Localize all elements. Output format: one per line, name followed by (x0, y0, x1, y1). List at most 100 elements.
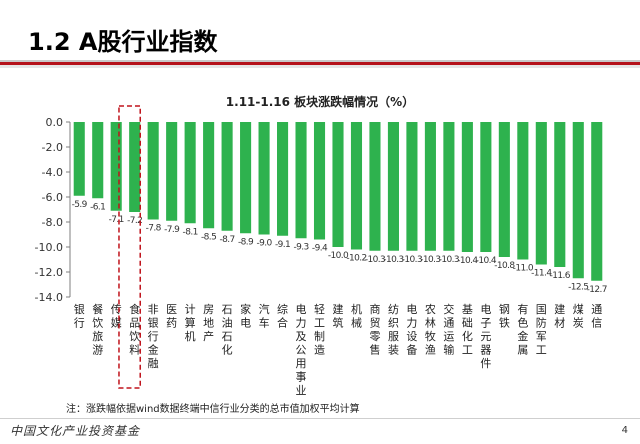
bar (332, 122, 344, 247)
x-tick-label: 交通运输 (443, 302, 454, 357)
x-tick-label: 建筑 (333, 302, 344, 330)
x-tick-label: 农林牧渔 (425, 302, 436, 357)
data-label: -10.0 (328, 251, 349, 261)
data-label: -11.0 (513, 264, 534, 274)
y-tick-label: -14.0 (35, 291, 63, 304)
data-label: -9.4 (312, 244, 328, 254)
bar (313, 122, 326, 240)
bar (369, 122, 381, 251)
x-tick-label: 建材 (554, 302, 565, 330)
data-label: -11.4 (531, 269, 552, 279)
data-label: -10.3 (402, 255, 422, 265)
data-label: -7.8 (146, 224, 162, 234)
x-tick-label: 轻工制造 (314, 302, 325, 357)
x-tick-label: 计算机 (185, 303, 196, 343)
fund-logo: 中国文化产业投资基金 (10, 424, 141, 438)
y-tick-label: -2.0 (42, 141, 63, 154)
footnote: 注：涨跌幅依据wind数据终端中信行业分类的总市值加权平均计算 (66, 404, 360, 415)
x-tick-label: 汽车 (259, 302, 270, 330)
y-tick-label: 0.0 (46, 116, 64, 129)
bar (350, 122, 363, 250)
bar (295, 122, 307, 239)
x-tick-label: 家电 (240, 302, 251, 330)
x-tick-label: 钢铁 (499, 303, 510, 330)
data-label: -8.1 (183, 227, 198, 237)
data-label: -10.3 (439, 255, 459, 265)
footer-divider (0, 418, 640, 419)
data-label: -8.9 (238, 237, 254, 247)
data-label: -10.2 (346, 254, 366, 264)
chart-title: 1.11-1.16 板块涨跌幅情况（%） (225, 95, 415, 109)
x-tick-label: 有色金属 (517, 302, 528, 357)
bar (591, 122, 603, 281)
x-tick-label: 机械 (351, 302, 362, 330)
bar (461, 122, 473, 252)
title-divider (0, 60, 640, 68)
x-tick-label: 医药 (166, 303, 177, 330)
page-title: 1.2 A股行业指数 (28, 28, 218, 56)
bar (258, 122, 270, 235)
bar (406, 122, 418, 251)
y-tick-label: -4.0 (42, 166, 63, 179)
bar (480, 122, 492, 252)
x-tick-label: 纺织服装 (388, 302, 399, 357)
y-tick-label: -6.0 (42, 191, 63, 204)
data-label: -8.7 (220, 235, 235, 245)
highlight-box (118, 105, 141, 389)
bar (240, 122, 252, 234)
x-tick-label: 电力设备 (406, 303, 417, 357)
bar (73, 122, 85, 196)
bar (184, 122, 196, 224)
data-label: -12.5 (568, 282, 588, 292)
data-label: -6.1 (90, 202, 105, 212)
x-tick-label: 食品饮料 (129, 302, 140, 357)
data-label: -10.4 (457, 256, 478, 266)
data-label: -7.2 (127, 216, 142, 226)
data-label: -10.3 (420, 255, 440, 265)
x-tick-label: 基础化工 (462, 303, 473, 357)
bar (277, 122, 289, 236)
bar (498, 122, 510, 257)
data-label: -9.0 (256, 239, 272, 249)
data-label: -9.3 (293, 242, 308, 252)
data-label: -7.9 (164, 225, 180, 235)
x-tick-label: 电子元器件 (480, 303, 491, 370)
bar-chart: 0.0 -2.0 -4.0 -6.0 -8.0 -10.0 -12.0 -14.0 -5.9 银行… (35, 105, 608, 397)
data-label: -10.3 (365, 255, 385, 265)
x-tick-label: 非银行金融 (148, 303, 159, 370)
bar (424, 122, 436, 251)
data-label: -11.6 (550, 271, 571, 281)
bar (203, 122, 215, 229)
data-label: -9.1 (275, 240, 290, 250)
x-tick-label: 商贸零售 (369, 302, 380, 357)
data-label: -7.1 (109, 215, 124, 225)
y-tick-label: -10.0 (35, 241, 63, 254)
data-label: -10.3 (383, 255, 403, 265)
bar (92, 122, 104, 199)
x-tick-label: 综合 (277, 302, 288, 330)
bar (387, 122, 399, 251)
x-tick-label: 国防军工 (536, 303, 547, 357)
bar (535, 122, 547, 265)
page-number: 4 (621, 425, 628, 436)
y-tick-label: -12.0 (35, 266, 63, 279)
bar (572, 122, 584, 279)
data-label: -8.5 (201, 232, 216, 242)
data-label: -10.8 (494, 261, 515, 271)
data-label: -5.9 (72, 200, 88, 210)
x-tick-label: 煤炭 (573, 303, 584, 330)
bar (554, 122, 566, 267)
bar (129, 122, 141, 212)
x-tick-label: 传媒 (111, 303, 122, 330)
bar (221, 122, 233, 231)
bar (147, 122, 159, 220)
x-tick-label: 通信 (591, 303, 602, 330)
y-tick-label: -8.0 (42, 216, 63, 229)
x-tick-label: 电力及公用事业 (296, 303, 307, 397)
data-label: -10.4 (476, 256, 497, 266)
x-tick-label: 银行 (74, 302, 85, 330)
bar (110, 122, 122, 211)
data-label: -12.7 (587, 285, 607, 295)
x-tick-label: 房地产 (203, 303, 214, 343)
bar (517, 122, 529, 260)
